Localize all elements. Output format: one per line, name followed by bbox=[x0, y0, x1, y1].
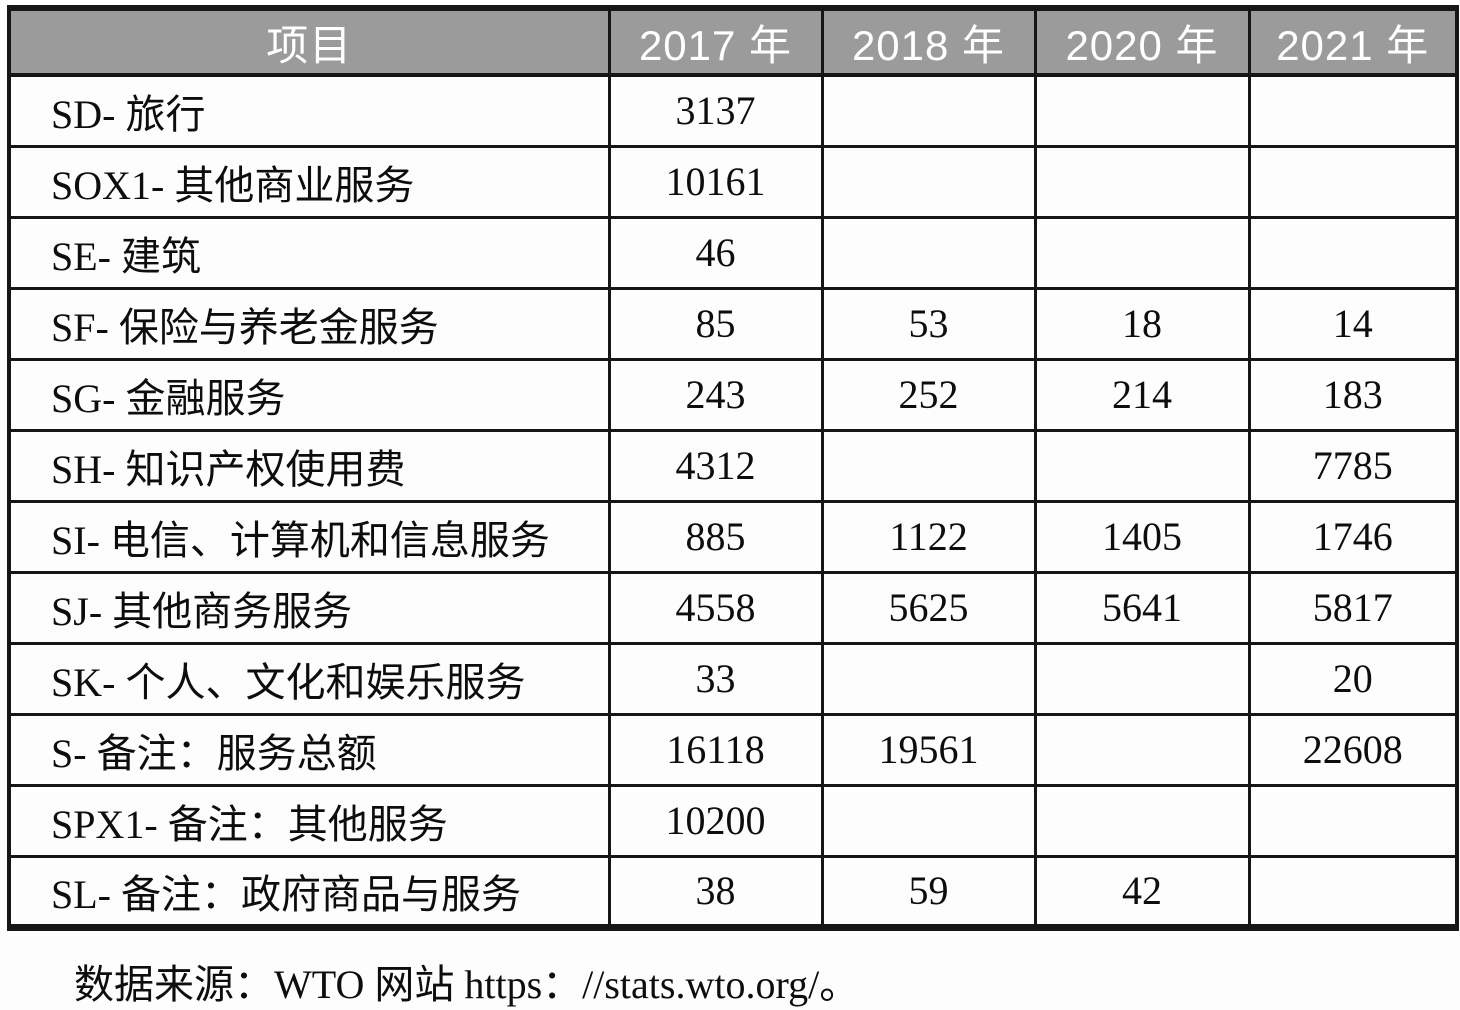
row-label: SE- 建筑 bbox=[7, 215, 611, 290]
cell-value bbox=[1247, 854, 1459, 929]
cell-value: 18 bbox=[1033, 286, 1251, 361]
cell-value bbox=[1247, 783, 1459, 858]
cell-value bbox=[820, 783, 1037, 858]
cell-value: 33 bbox=[607, 641, 824, 716]
row-label: SG- 金融服务 bbox=[7, 357, 611, 432]
cell-value: 7785 bbox=[1247, 428, 1459, 503]
cell-value bbox=[1247, 215, 1459, 290]
row-label: SOX1- 其他商业服务 bbox=[7, 144, 611, 219]
cell-value: 4558 bbox=[607, 570, 824, 645]
row-label: S- 备注：服务总额 bbox=[7, 712, 611, 787]
header-row: 项目 2017 年 2018 年 2020 年 2021 年 bbox=[7, 6, 1459, 77]
table-row: SOX1- 其他商业服务 10161 bbox=[7, 144, 1459, 219]
cell-value: 243 bbox=[607, 357, 824, 432]
table-row: SPX1- 备注：其他服务 10200 bbox=[7, 783, 1459, 858]
row-label: SH- 知识产权使用费 bbox=[7, 428, 611, 503]
cell-value: 10200 bbox=[607, 783, 824, 858]
cell-value: 183 bbox=[1247, 357, 1459, 432]
cell-value: 14 bbox=[1247, 286, 1459, 361]
table-row: SG- 金融服务 243 252 214 183 bbox=[7, 357, 1459, 432]
table-row: S- 备注：服务总额 16118 19561 22608 bbox=[7, 712, 1459, 787]
cell-value: 214 bbox=[1033, 357, 1251, 432]
row-label: SL- 备注：政府商品与服务 bbox=[7, 854, 611, 929]
cell-value bbox=[1033, 73, 1251, 148]
cell-value bbox=[820, 73, 1037, 148]
table-row: SJ- 其他商务服务 4558 5625 5641 5817 bbox=[7, 570, 1459, 645]
cell-value bbox=[820, 428, 1037, 503]
cell-value: 20 bbox=[1247, 641, 1459, 716]
services-trade-table: 项目 2017 年 2018 年 2020 年 2021 年 SD- 旅行 31… bbox=[7, 5, 1459, 931]
cell-value: 53 bbox=[820, 286, 1037, 361]
cell-value: 38 bbox=[607, 854, 824, 929]
cell-value: 85 bbox=[607, 286, 824, 361]
cell-value: 1746 bbox=[1247, 499, 1459, 574]
row-label: SF- 保险与养老金服务 bbox=[7, 286, 611, 361]
cell-value bbox=[1033, 144, 1251, 219]
cell-value: 16118 bbox=[607, 712, 824, 787]
cell-value: 3137 bbox=[607, 73, 824, 148]
table-row: SK- 个人、文化和娱乐服务 33 20 bbox=[7, 641, 1459, 716]
cell-value: 4312 bbox=[607, 428, 824, 503]
cell-value bbox=[820, 641, 1037, 716]
cell-value bbox=[1247, 144, 1459, 219]
cell-value: 1405 bbox=[1033, 499, 1251, 574]
cell-value: 252 bbox=[820, 357, 1037, 432]
cell-value: 19561 bbox=[820, 712, 1037, 787]
cell-value: 5817 bbox=[1247, 570, 1459, 645]
table-row: SL- 备注：政府商品与服务 38 59 42 bbox=[7, 854, 1459, 929]
row-label: SK- 个人、文化和娱乐服务 bbox=[7, 641, 611, 716]
cell-value bbox=[1033, 783, 1251, 858]
column-header-2021: 2021 年 bbox=[1247, 6, 1459, 77]
cell-value bbox=[1033, 215, 1251, 290]
row-label: SJ- 其他商务服务 bbox=[7, 570, 611, 645]
table-row: SF- 保险与养老金服务 85 53 18 14 bbox=[7, 286, 1459, 361]
row-label: SI- 电信、计算机和信息服务 bbox=[7, 499, 611, 574]
cell-value: 5641 bbox=[1033, 570, 1251, 645]
table-row: SD- 旅行 3137 bbox=[7, 73, 1459, 148]
row-label: SPX1- 备注：其他服务 bbox=[7, 783, 611, 858]
cell-value bbox=[1033, 712, 1251, 787]
table-row: SI- 电信、计算机和信息服务 885 1122 1405 1746 bbox=[7, 499, 1459, 574]
column-header-2017: 2017 年 bbox=[607, 6, 824, 77]
cell-value: 10161 bbox=[607, 144, 824, 219]
data-source-note: 数据来源：WTO 网站 https：//stats.wto.org/。 bbox=[74, 962, 860, 1007]
cell-value: 5625 bbox=[820, 570, 1037, 645]
cell-value: 1122 bbox=[820, 499, 1037, 574]
cell-value bbox=[820, 215, 1037, 290]
column-header-item: 项目 bbox=[7, 6, 611, 77]
cell-value: 46 bbox=[607, 215, 824, 290]
cell-value: 22608 bbox=[1247, 712, 1459, 787]
column-header-2018: 2018 年 bbox=[820, 6, 1037, 77]
cell-value bbox=[1033, 641, 1251, 716]
cell-value: 42 bbox=[1033, 854, 1251, 929]
table-row: SE- 建筑 46 bbox=[7, 215, 1459, 290]
cell-value: 885 bbox=[607, 499, 824, 574]
row-label: SD- 旅行 bbox=[7, 73, 611, 148]
cell-value bbox=[1033, 428, 1251, 503]
cell-value: 59 bbox=[820, 854, 1037, 929]
column-header-2020: 2020 年 bbox=[1033, 6, 1251, 77]
table-row: SH- 知识产权使用费 4312 7785 bbox=[7, 428, 1459, 503]
cell-value bbox=[1247, 73, 1459, 148]
cell-value bbox=[820, 144, 1037, 219]
